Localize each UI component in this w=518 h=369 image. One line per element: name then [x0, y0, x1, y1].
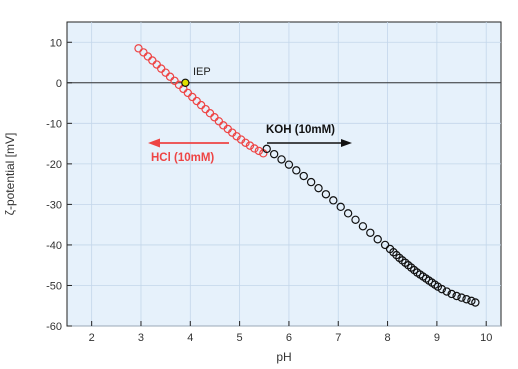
data-point [269, 149, 279, 159]
data-point [366, 228, 375, 237]
hcl-label: HCl (10mM) [151, 152, 214, 164]
y-tick-label: -20 [46, 159, 62, 171]
plot-area [66, 21, 502, 327]
data-point [467, 296, 476, 306]
data-point [262, 144, 271, 154]
data-point [314, 183, 323, 193]
data-point [306, 177, 316, 187]
iep-label: IEP [193, 66, 211, 78]
data-point [462, 295, 471, 304]
data-point [442, 287, 451, 296]
data-point [457, 293, 466, 302]
data-point [437, 284, 447, 294]
x-tick-label: 4 [187, 332, 193, 344]
y-tick-label: -10 [46, 118, 62, 130]
data-point [336, 202, 345, 212]
data-point [321, 190, 331, 199]
x-tick-label: 10 [480, 332, 492, 344]
data-point [447, 289, 456, 299]
data-point [351, 215, 360, 225]
y-tick-label: 10 [50, 37, 62, 49]
data-point [343, 209, 353, 218]
x-tick-label: 3 [138, 332, 144, 344]
data-point [245, 141, 255, 150]
data-point [373, 235, 382, 244]
data-point [292, 166, 301, 175]
data-point [254, 146, 264, 156]
data-point [241, 138, 250, 147]
x-tick-label: 7 [335, 332, 341, 344]
data-point [134, 44, 143, 53]
y-tick-label: -60 [46, 321, 62, 333]
y-tick-label: -50 [46, 280, 62, 292]
x-axis-title: pH [276, 350, 291, 364]
data-point [250, 144, 259, 153]
koh-arrowhead [341, 139, 352, 147]
data-points [134, 44, 480, 307]
x-tick-label: 6 [286, 332, 292, 344]
data-point [284, 160, 294, 169]
y-axis-title: ζ-potential [mV] [3, 133, 17, 216]
x-tick-label: 8 [385, 332, 391, 344]
axis-ticks: 2 3 4 5 6 7 8 9 10 10 0 -10 -20 -30 -40 -50 -60 [46, 37, 492, 344]
y-tick-label: -40 [46, 240, 62, 252]
data-point [329, 196, 338, 205]
data-point [299, 171, 308, 181]
data-point [471, 298, 480, 307]
iep-marker [181, 78, 190, 88]
x-tick-label: 5 [237, 332, 243, 344]
x-tick-label: 2 [89, 332, 95, 344]
y-tick-label: 0 [56, 78, 62, 90]
data-point [277, 155, 286, 164]
data-point [452, 291, 461, 301]
data-point [358, 222, 368, 231]
koh-label: KOH (10mM) [266, 124, 335, 136]
data-point [380, 240, 390, 250]
x-tick-label: 9 [434, 332, 440, 344]
hcl-arrowhead [148, 138, 160, 148]
y-tick-label: -30 [46, 199, 62, 211]
